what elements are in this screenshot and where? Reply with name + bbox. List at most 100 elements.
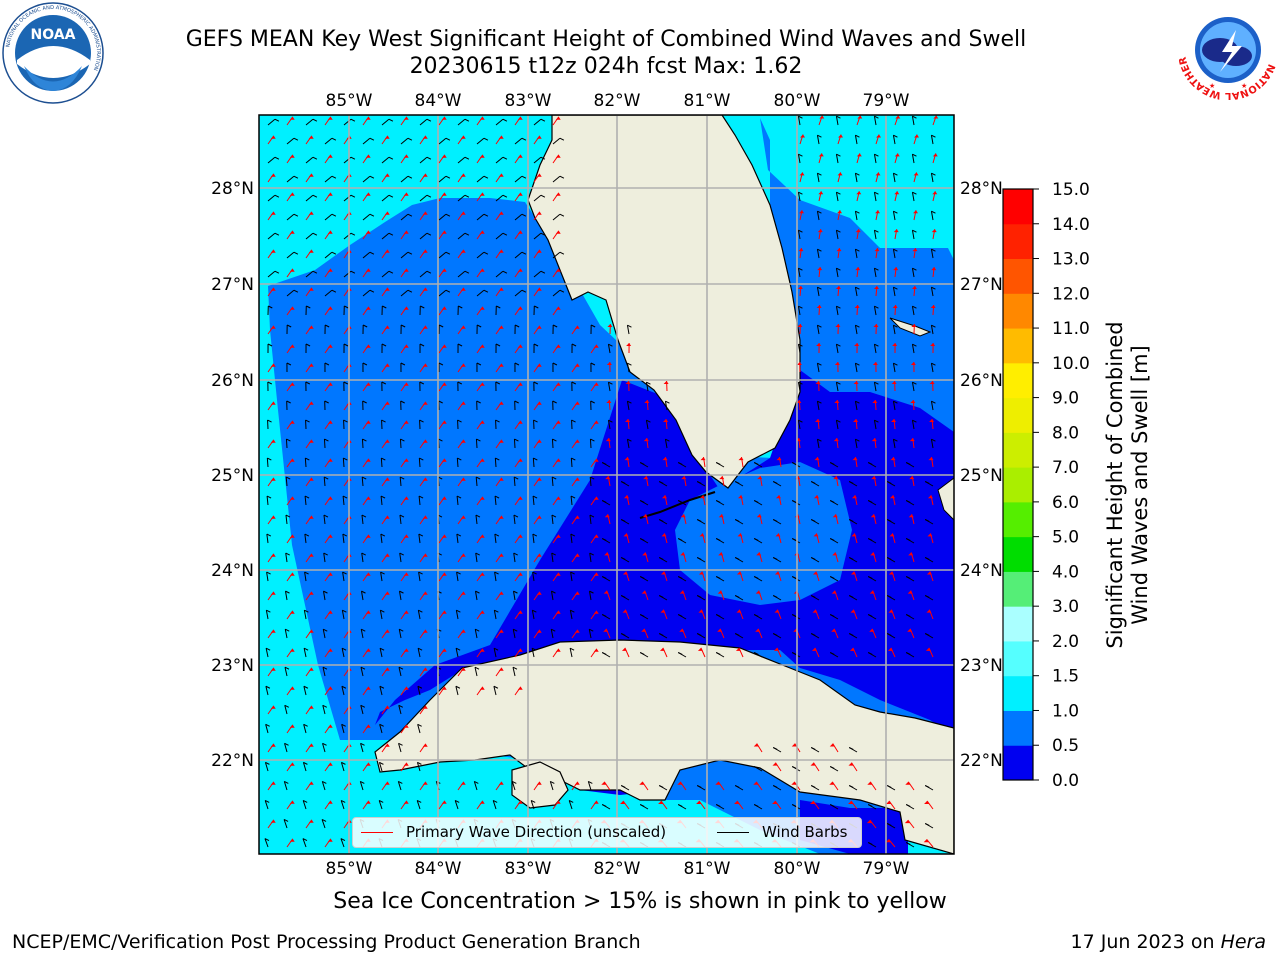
wave-direction-arrowhead — [869, 590, 875, 594]
wind-barb-flag — [475, 590, 480, 594]
wave-direction-arrowhead — [604, 552, 610, 556]
wind-barb — [397, 781, 402, 791]
wave-direction-arrowhead — [799, 172, 805, 176]
wind-barb — [873, 306, 877, 316]
wave-direction-arrowhead — [479, 610, 485, 614]
left-lat-label: 22°N — [211, 751, 254, 771]
wind-barb — [286, 137, 295, 145]
wave-direction-arrowhead — [873, 324, 879, 328]
wind-barb — [381, 118, 390, 126]
wind-barb-flag — [445, 213, 451, 217]
wind-barb-flag — [772, 595, 778, 598]
wave-direction-arrowhead — [835, 324, 841, 328]
wind-barb-flag — [886, 595, 892, 598]
wave-direction-arrowhead — [797, 286, 803, 290]
wave-direction-arrow — [660, 800, 668, 810]
wind-barb-flag — [305, 381, 311, 385]
wave-direction-arrowhead — [536, 515, 542, 519]
legend-wind-barbs-swatch — [717, 831, 749, 833]
wind-barb-flag — [848, 557, 854, 560]
wind-barb — [322, 667, 326, 677]
wind-barb-flag — [321, 819, 327, 822]
wind-barb-flag — [552, 324, 558, 328]
wave-direction-arrowhead — [851, 533, 857, 537]
wave-direction-arrowhead — [384, 515, 390, 519]
wind-barb — [911, 116, 915, 126]
wind-barb-flag — [456, 609, 461, 613]
wave-direction-arrowhead — [517, 686, 523, 690]
wave-direction-arrowhead — [644, 400, 650, 404]
wave-direction-arrowhead — [892, 343, 898, 347]
wind-barb-flag — [266, 495, 272, 499]
wave-direction-arrowhead — [270, 173, 276, 177]
right-latitude-labels: 28°N 27°N 26°N 25°N 24°N 23°N 22°N — [960, 179, 1003, 771]
wind-barb-flag — [588, 780, 593, 784]
wave-direction-arrowhead — [555, 534, 561, 538]
wind-barb-flag — [753, 766, 759, 769]
wave-direction-arrowhead — [460, 173, 466, 177]
wind-barb — [340, 762, 345, 772]
wind-barb-flag — [874, 229, 879, 233]
wind-barb-flag — [388, 270, 394, 274]
wave-direction-arrowhead — [812, 609, 818, 613]
wave-direction-arrowhead — [888, 609, 894, 613]
colorbar-swatch — [1003, 606, 1033, 642]
wind-barb-flag — [570, 571, 575, 575]
wave-direction-arrowhead — [308, 781, 314, 785]
wind-barb-flag — [284, 704, 289, 708]
wave-direction-arrowhead — [327, 116, 333, 120]
wind-barb — [533, 232, 542, 240]
wind-barb-flag — [590, 362, 596, 366]
wind-barb — [398, 591, 402, 601]
wind-barb — [362, 175, 371, 183]
wave-direction-arrowhead — [308, 211, 314, 215]
wind-barb — [892, 211, 896, 221]
wave-direction-arrowhead — [626, 343, 632, 347]
top-lon-label: 79°W — [863, 91, 910, 111]
wind-barb — [854, 401, 858, 411]
wind-barb-flag — [559, 137, 565, 141]
wind-barb-flag — [303, 647, 309, 651]
wave-direction-arrowhead — [911, 286, 917, 290]
wind-barb-flag — [521, 251, 527, 255]
wind-barb-flag — [323, 514, 329, 518]
wind-barb-flag — [399, 590, 404, 594]
florida-land — [527, 115, 801, 489]
wave-direction-arrowhead — [910, 362, 916, 366]
wind-barb-flag — [589, 514, 595, 518]
wind-barb — [303, 686, 307, 696]
wind-barb — [511, 781, 516, 791]
map-frame — [258, 114, 955, 855]
svg-text:★: ★ — [1209, 82, 1215, 90]
wave-direction-arrowhead — [851, 495, 857, 499]
wave-direction-arrow — [736, 800, 744, 810]
wave-direction-arrowhead — [365, 306, 371, 310]
wind-barb-flag — [305, 457, 310, 461]
wind-barb-flag — [293, 289, 299, 293]
wind-barb-flag — [836, 191, 841, 195]
wind-barb-flag — [454, 800, 460, 803]
wave-direction-arrowhead — [536, 173, 542, 177]
wind-barb — [456, 495, 459, 506]
wind-barb — [455, 610, 459, 620]
wind-barb-flag — [322, 780, 327, 784]
wave-direction-arrowhead — [289, 116, 295, 120]
wind-barb-flag — [912, 419, 917, 423]
wave-direction-arrowhead — [479, 382, 485, 386]
wind-barb-flag — [589, 628, 594, 632]
wind-barb-flag — [438, 438, 443, 442]
wind-barb — [417, 724, 421, 734]
wave-direction-arrowhead — [403, 800, 409, 804]
wind-barb — [455, 648, 459, 658]
wave-direction-arrowhead — [603, 590, 609, 594]
wave-direction-arrowhead — [441, 534, 447, 538]
wind-barb — [589, 438, 592, 449]
wave-direction-arrowhead — [441, 192, 447, 196]
wind-barb — [361, 438, 364, 449]
wave-direction-arrowhead — [308, 325, 314, 329]
wind-barb-flag — [514, 400, 519, 404]
wave-direction-arrowhead — [327, 496, 333, 500]
colorbar-swatch — [1003, 189, 1033, 225]
wind-barb-flag — [398, 704, 403, 708]
wind-barb-flag — [303, 685, 309, 689]
